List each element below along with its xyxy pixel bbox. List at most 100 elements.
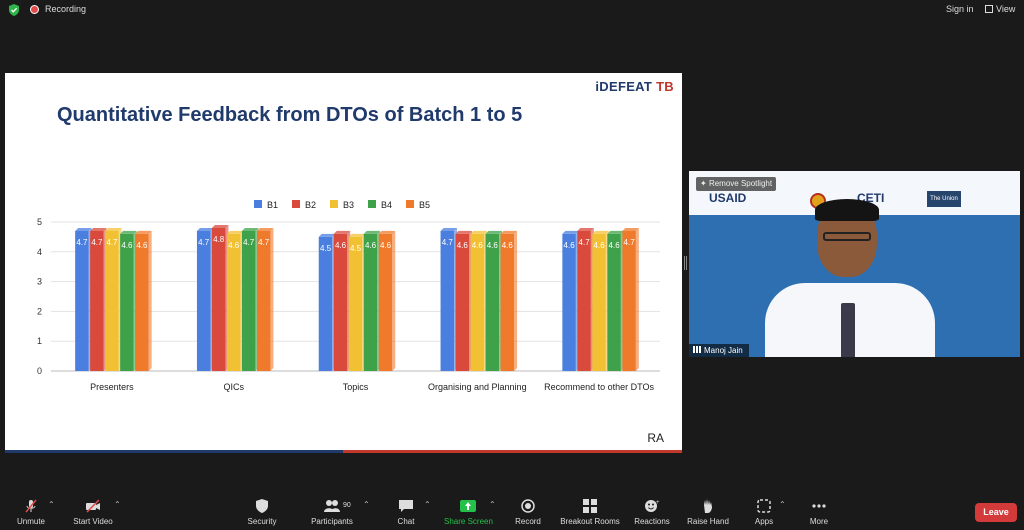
breakout-rooms-button[interactable]: Breakout Rooms — [559, 494, 621, 530]
chat-chevron-icon[interactable]: ⌃ — [424, 500, 431, 509]
participants-icon — [324, 500, 340, 512]
panel-resize-handle[interactable] — [684, 256, 687, 270]
unmute-button[interactable]: Unmute — [12, 494, 50, 530]
bar-top — [256, 227, 274, 231]
x-tick-label: Topics — [343, 382, 369, 392]
bar — [485, 233, 500, 371]
bar-top — [607, 230, 624, 234]
slide-title: Quantitative Feedback from DTOs of Batch… — [57, 104, 523, 126]
bar — [120, 233, 134, 371]
bar — [211, 227, 226, 371]
bar — [333, 233, 348, 371]
data-label: 4.6 — [335, 241, 347, 250]
data-label: 4.6 — [472, 241, 484, 250]
bar — [607, 233, 621, 371]
slide-stripe — [5, 450, 682, 453]
y-tick-label: 5 — [37, 217, 42, 227]
apps-chevron-icon[interactable]: ⌃ — [779, 500, 786, 509]
speaker-video[interactable]: USAID CETI The Union ✦ Remove Spotlight … — [689, 171, 1020, 357]
leave-button[interactable]: Leave — [975, 503, 1017, 522]
apps-button[interactable]: Apps — [752, 494, 776, 530]
share-screen-button[interactable]: Share Screen — [444, 494, 493, 530]
y-tick-label: 3 — [37, 277, 42, 287]
chat-bubble-icon — [399, 500, 413, 512]
bar-top — [318, 233, 336, 237]
data-label: 4.5 — [320, 244, 332, 253]
bar-top — [622, 227, 639, 231]
camera-off-icon — [86, 499, 100, 513]
sign-in-button[interactable]: Sign in — [946, 4, 974, 14]
bar-top — [348, 233, 366, 237]
data-label: 4.7 — [442, 238, 454, 247]
svg-text:+: + — [656, 500, 660, 506]
remove-spotlight-button[interactable]: ✦ Remove Spotlight — [696, 177, 777, 191]
y-tick-label: 1 — [37, 336, 42, 346]
bar-top — [440, 227, 458, 231]
brand-logo: iDEFEAT TB — [595, 79, 674, 94]
bar-top — [485, 230, 503, 234]
top-bar: Recording Sign in View — [0, 0, 1024, 20]
data-label: 4.6 — [609, 241, 621, 250]
participant-name-tag: Manoj Jain — [689, 344, 749, 357]
data-label: 4.6 — [502, 241, 514, 250]
more-dots-icon — [812, 504, 826, 508]
data-label: 4.7 — [243, 238, 255, 247]
bar — [562, 233, 576, 371]
bar-side — [148, 230, 152, 371]
bar-side — [392, 230, 396, 371]
bar — [455, 233, 470, 371]
recording-indicator-icon — [30, 5, 39, 14]
bar-side — [635, 227, 639, 371]
shield-icon[interactable] — [8, 4, 20, 16]
record-icon — [521, 499, 535, 513]
bar-top — [470, 230, 488, 234]
x-tick-label: Organising and Planning — [428, 382, 527, 392]
more-button[interactable]: More — [806, 494, 832, 530]
data-label: 4.6 — [121, 241, 133, 250]
bar-top — [363, 230, 381, 234]
participants-chevron-icon[interactable]: ⌃ — [363, 500, 370, 509]
bar — [135, 233, 149, 371]
security-button[interactable]: Security — [244, 494, 280, 530]
raise-hand-button[interactable]: Raise Hand — [686, 494, 730, 530]
bar — [592, 233, 606, 371]
pin-icon: ✦ — [700, 179, 709, 188]
bar-top — [226, 230, 244, 234]
bar-top — [577, 227, 594, 231]
bar-top — [75, 227, 92, 231]
record-button[interactable]: Record — [513, 494, 543, 530]
reactions-button[interactable]: + Reactions — [634, 500, 670, 526]
x-tick-label: QICs — [223, 382, 244, 392]
y-tick-label: 0 — [37, 366, 42, 376]
bar-top — [105, 227, 122, 231]
participants-button[interactable]: Participants — [308, 494, 356, 530]
bar-side — [270, 227, 274, 371]
start-video-button[interactable]: Start Video — [70, 494, 116, 530]
recording-label: Recording — [45, 4, 87, 14]
bar — [105, 230, 119, 371]
bar — [256, 230, 271, 371]
audio-options-chevron-icon[interactable]: ⌃ — [48, 500, 55, 509]
meeting-toolbar: Unmute ⌃ Start Video ⌃ Security Particip… — [0, 494, 1024, 530]
bar — [622, 230, 636, 371]
data-label: 4.7 — [579, 238, 591, 247]
raise-hand-icon — [704, 499, 712, 513]
legend-swatch — [254, 200, 262, 208]
chat-button[interactable]: Chat — [393, 494, 419, 530]
view-button[interactable]: View — [985, 4, 1015, 14]
bar-top — [455, 230, 473, 234]
security-shield-icon — [256, 499, 268, 513]
bar-top — [90, 227, 107, 231]
data-label: 4.7 — [258, 238, 270, 247]
bar — [75, 230, 89, 371]
bar — [378, 233, 393, 371]
legend-swatch — [330, 200, 338, 208]
signal-icon — [693, 346, 701, 353]
bar-top — [120, 230, 137, 234]
participants-count: 90 — [343, 502, 351, 509]
legend-label: B2 — [305, 200, 316, 210]
share-chevron-icon[interactable]: ⌃ — [489, 500, 496, 509]
video-options-chevron-icon[interactable]: ⌃ — [114, 500, 121, 509]
bar-top — [378, 230, 396, 234]
